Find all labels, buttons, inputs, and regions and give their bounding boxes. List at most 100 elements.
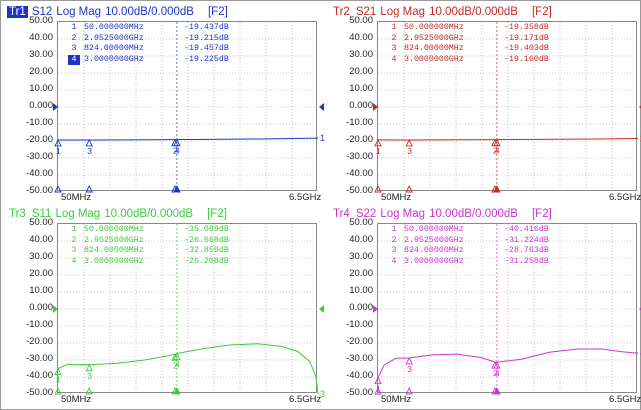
trace-function-label: [F2] bbox=[531, 208, 552, 220]
marker-value: -19.160dB bbox=[504, 54, 549, 64]
marker-number-label: 2 bbox=[173, 146, 178, 156]
y-tick-label: -30.00 bbox=[26, 151, 53, 162]
stimulus-marker-triangle bbox=[405, 386, 413, 395]
marker-triangle[interactable] bbox=[374, 376, 382, 385]
y-tick-label: 0.000 bbox=[349, 100, 373, 111]
trace-function-label: [F2] bbox=[531, 6, 552, 18]
trace-parameter-label: S21 bbox=[355, 6, 377, 18]
marker-value: -28.763dB bbox=[504, 246, 549, 255]
x-start-label: 50MHz bbox=[61, 394, 92, 405]
y-tick-label: 40.00 bbox=[349, 32, 373, 43]
stimulus-marker-triangle bbox=[173, 184, 181, 193]
plot-area[interactable]: 123421 50.000000MHz -19.358dB 2 2.9525000GHz… bbox=[373, 21, 641, 193]
marker-triangle[interactable] bbox=[54, 138, 62, 147]
marker-number: 4 bbox=[68, 54, 80, 65]
y-tick-label: -40.00 bbox=[346, 370, 373, 381]
y-tick-label: -10.00 bbox=[26, 117, 53, 128]
trace-panel-tr1[interactable]: Tr1 S12 Log Mag 10.00dB/0.000dB [F2] 50.00 40.… bbox=[5, 5, 325, 203]
stimulus-marker-triangle bbox=[85, 386, 93, 395]
y-tick-label: -10.00 bbox=[346, 319, 373, 330]
marker-triangle[interactable] bbox=[85, 363, 93, 372]
marker-triangle[interactable] bbox=[493, 361, 501, 369]
trace-parameter-label: S22 bbox=[355, 208, 377, 220]
marker-value: -19.457dB bbox=[184, 44, 229, 53]
marker-triangle[interactable] bbox=[85, 138, 93, 147]
reference-level-arrow-left bbox=[373, 103, 378, 111]
y-tick-label: -50.00 bbox=[26, 185, 53, 196]
reference-level-arrow-left bbox=[373, 305, 378, 313]
trace-plot-svg: 1 23 41 bbox=[53, 22, 325, 193]
trace-header[interactable]: Tr1 S12 Log Mag 10.00dB/0.000dB [F2] bbox=[7, 6, 232, 18]
y-tick-label: -20.00 bbox=[346, 134, 373, 145]
x-stop-label: 6.5GHz bbox=[289, 394, 322, 405]
y-tick-label: 30.00 bbox=[349, 251, 373, 262]
marker-triangle[interactable] bbox=[173, 352, 181, 360]
trace-scale-label: 10.00dB/ bbox=[105, 6, 152, 18]
trace-panel-tr4[interactable]: Tr4 S22 Log Mag 10.00dB/0.000dB [F2] 50.00 40.… bbox=[325, 207, 641, 405]
y-tick-label: -10.00 bbox=[346, 117, 373, 128]
y-tick-label: 20.00 bbox=[349, 268, 373, 279]
marker-number-label: 4 bbox=[175, 146, 180, 156]
trace-format-label: Log Mag bbox=[380, 6, 426, 18]
y-tick-label: -50.00 bbox=[346, 185, 373, 196]
y-tick-label: 40.00 bbox=[349, 234, 373, 245]
marker-number-label: 4 bbox=[495, 368, 500, 378]
marker-frequency: 50.000000MHz bbox=[404, 225, 464, 234]
trace-reference-label: 0.000dB bbox=[475, 208, 518, 220]
marker-number: 1 bbox=[391, 23, 397, 32]
trace-panel-tr3[interactable]: Tr3 S11 Log Mag 10.00dB/0.000dB [F2] 50.00 40.… bbox=[5, 207, 325, 405]
trace-panel-tr2[interactable]: Tr2 S21 Log Mag 10.00dB/0.000dB [F2] 50.00 40.… bbox=[325, 5, 641, 203]
marker-value: -19.358dB bbox=[504, 23, 549, 32]
trace-scale-label: 10.00dB/ bbox=[429, 208, 476, 220]
marker-value: -19.403dB bbox=[504, 44, 549, 53]
marker-triangle[interactable] bbox=[374, 138, 382, 147]
trace-id-label[interactable]: Tr1 bbox=[7, 6, 28, 18]
marker-frequency: 3.0000000GHz bbox=[404, 256, 464, 266]
marker-value: -32.859dB bbox=[184, 246, 229, 255]
marker-triangle[interactable] bbox=[493, 138, 501, 147]
trace-id-label[interactable]: Tr2 bbox=[333, 6, 350, 18]
marker-frequency: 824.00000MHz bbox=[84, 246, 144, 255]
plot-area[interactable]: 12344150.000000MHz-40.416dB22.9525000GHz… bbox=[373, 223, 641, 395]
y-tick-label: 30.00 bbox=[29, 49, 53, 60]
marker-frequency: 2.9525000GHz bbox=[84, 33, 144, 43]
plot-area[interactable]: 1 2 3 4 1 1 50.000000MHz -19.437dB 2 2.9525000GHz… bbox=[53, 21, 325, 193]
marker-value: -19.225dB bbox=[184, 54, 229, 64]
marker-triangle[interactable] bbox=[173, 138, 181, 147]
marker-number-label: 1 bbox=[376, 146, 381, 156]
trace-function-label: [F2] bbox=[207, 6, 228, 18]
trace-id-label[interactable]: Tr4 bbox=[333, 208, 350, 220]
marker-triangle[interactable] bbox=[54, 367, 62, 375]
stimulus-marker-triangle bbox=[54, 386, 62, 395]
marker-frequency: 824.00000MHz bbox=[404, 246, 464, 255]
y-tick-label: 20.00 bbox=[29, 66, 53, 77]
y-tick-label: 50.00 bbox=[349, 217, 373, 228]
marker-triangle[interactable] bbox=[171, 353, 179, 361]
trace-header[interactable]: Tr3 S11 Log Mag 10.00dB/0.000dB [F2] bbox=[7, 208, 231, 220]
marker-frequency: 50.000000MHz bbox=[84, 23, 144, 32]
trace-scale-label: 10.00dB/ bbox=[429, 6, 476, 18]
marker-value: -31.258dB bbox=[504, 256, 549, 266]
y-tick-label: 50.00 bbox=[29, 15, 53, 26]
trace-id-label[interactable]: Tr3 bbox=[9, 208, 26, 220]
marker-frequency: 3.0000000GHz bbox=[404, 54, 464, 64]
marker-value: -19.215dB bbox=[184, 33, 229, 43]
trace-reference-label: 0.000dB bbox=[475, 6, 518, 18]
trace-plot-svg: 12344 bbox=[373, 224, 641, 395]
marker-value: -31.224dB bbox=[504, 235, 549, 245]
trace-parameter-label: S11 bbox=[31, 208, 52, 220]
y-tick-label: -50.00 bbox=[26, 387, 53, 398]
marker-number: 1 bbox=[71, 23, 77, 32]
plot-area[interactable]: 1 2 3 4 3 1 50.000000MHz -35.089dB 2 2.9525000GHz… bbox=[53, 223, 325, 399]
marker-number: 4 bbox=[391, 256, 397, 266]
stimulus-marker-triangle bbox=[54, 184, 62, 193]
trace-header[interactable]: Tr2 S21 Log Mag 10.00dB/0.000dB [F2] bbox=[331, 6, 556, 18]
marker-number-label: 3 bbox=[87, 146, 92, 156]
marker-value: -19.437dB bbox=[184, 23, 229, 32]
x-stop-label: 6.5GHz bbox=[289, 192, 322, 203]
marker-value: -19.171dB bbox=[504, 33, 549, 43]
marker-triangle[interactable] bbox=[405, 356, 413, 365]
trace-header[interactable]: Tr4 S22 Log Mag 10.00dB/0.000dB [F2] bbox=[331, 208, 556, 220]
marker-triangle[interactable] bbox=[405, 138, 413, 147]
